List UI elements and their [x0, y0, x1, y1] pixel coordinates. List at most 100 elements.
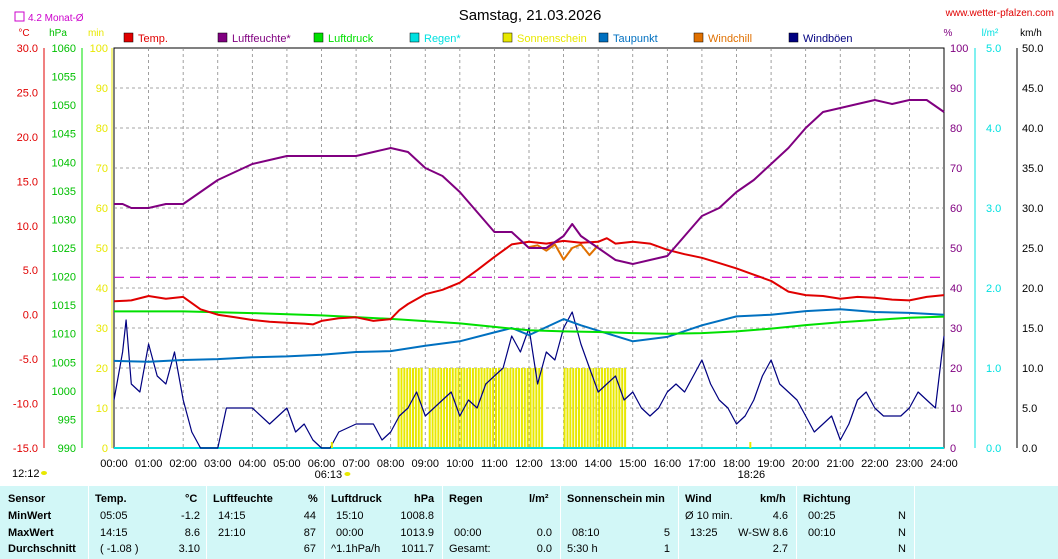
sunshine-bar [440, 368, 443, 448]
sunshine-bar [520, 368, 523, 448]
sunshine-bar [503, 368, 506, 448]
temp-tick-label: 0.0 [23, 310, 38, 322]
rain-tick-label: 0.0 [986, 443, 1001, 455]
wind-tick-label: 45.0 [1022, 83, 1043, 95]
sunshine-bar [535, 368, 538, 448]
series-lines [113, 99, 945, 449]
temp-tick-label: -15.0 [13, 443, 38, 455]
direction-max-value: N [898, 527, 906, 539]
humidity-tick-label: 50 [950, 243, 962, 255]
pressure-tick-label: 1035 [52, 186, 76, 198]
time-tick-label: 09:00 [411, 458, 439, 470]
sunshine-bar [563, 368, 566, 448]
row-label-max: MaxWert [8, 527, 54, 539]
row-label-avg: Durchschnitt [8, 543, 76, 555]
website-link[interactable]: www.wetter-pfalzen.com [945, 8, 1054, 19]
rain-total-label: Gesamt: [449, 543, 491, 555]
sun-tick-label: 50 [96, 243, 108, 255]
temp-max-time: 14:15 [100, 527, 128, 539]
legend-swatch [502, 32, 513, 43]
legend-swatch [598, 32, 609, 43]
legend-label: Luftfeuchte* [232, 33, 291, 45]
direction-min-time: 00:25 [808, 510, 836, 522]
sun-tick-label: 80 [96, 123, 108, 135]
rain-header: Regen [449, 493, 483, 505]
sunshine-bar [486, 368, 489, 448]
wind-tick-label: 30.0 [1022, 203, 1043, 215]
time-tick-label: 17:00 [688, 458, 716, 470]
sunshine-bar [434, 368, 437, 448]
rain-tick-label: 3.0 [986, 203, 1001, 215]
humidity-min-time: 14:15 [218, 510, 246, 522]
sunshine-bar [518, 368, 521, 448]
wind-header-unit: km/h [760, 493, 786, 505]
sunshine-bar [400, 368, 403, 448]
sunshine-bar [471, 368, 474, 448]
axis-ticks: 30.0 25.0 20.0 15.0 10.0 5.0 0.0 -5.0 -10.0 -15.0… [13, 43, 1044, 470]
sun-tick-label: 60 [96, 203, 108, 215]
table-divider [324, 486, 325, 559]
sunshine-bar [403, 368, 406, 448]
sunshine-bar [603, 368, 606, 448]
time-tick-label: 18:00 [723, 458, 751, 470]
sunshine-bar [497, 368, 500, 448]
pressure-avg-value: 1011.7 [401, 543, 434, 555]
sunshine-bar [523, 368, 526, 448]
table-divider [88, 486, 89, 559]
legend-swatch [693, 32, 704, 43]
pressure-max-value: 1013.9 [400, 527, 434, 539]
monthly-avg-swatch [14, 11, 25, 22]
wind-tick-label: 50.0 [1022, 43, 1043, 55]
time-tick-label: 06:00 [308, 458, 336, 470]
temp-tick-label: 15.0 [17, 176, 38, 188]
sunshine-bar [443, 368, 446, 448]
sunrise-icon [344, 472, 351, 476]
temp-tick-label: -5.0 [19, 354, 38, 366]
sun-total-duration: 5:30 h [567, 543, 598, 555]
sunshine-bar [580, 368, 583, 448]
humidity-tick-label: 80 [950, 123, 962, 135]
humidity-avg-value: 67 [303, 543, 316, 555]
time-tick-label: 13:00 [550, 458, 578, 470]
sunshine-bar [583, 368, 586, 448]
sunshine-bar [417, 368, 420, 448]
time-tick-label: 20:00 [792, 458, 820, 470]
pressure-tick-label: 1030 [52, 214, 76, 226]
sunshine-bar [612, 368, 615, 448]
wind-max-value: W-SW 8.6 [738, 527, 788, 539]
humidity-tick-label: 20 [950, 363, 962, 375]
time-tick-label: 15:00 [619, 458, 647, 470]
sun-tick-label: 30 [96, 323, 108, 335]
sun-tick-label: 10 [96, 403, 108, 415]
humidity-unit: % [944, 28, 953, 39]
pressure-tick-label: 1050 [52, 100, 76, 112]
pressure-tick-label: 1040 [52, 157, 76, 169]
sunshine-bar [500, 368, 503, 448]
sunshine-bar [586, 368, 589, 448]
legend-swatch [123, 32, 134, 43]
grid [114, 48, 944, 448]
time-tick-label: 12:00 [515, 458, 543, 470]
sunrise-label: 06:13 [315, 469, 343, 481]
pressure-header-unit: hPa [414, 493, 435, 505]
sunshine-bar [624, 368, 627, 448]
sunshine-bar [538, 368, 541, 448]
temp-tick-label: 5.0 [23, 265, 38, 277]
time-tick-label: 01:00 [135, 458, 163, 470]
sun-avg-value: 1 [663, 543, 670, 555]
wind-unit: km/h [1020, 28, 1042, 39]
sunshine-bar [480, 368, 483, 448]
pressure-tick-label: 1020 [52, 272, 76, 284]
rain-tick-label: 1.0 [986, 363, 1001, 375]
wind-tick-label: 0.0 [1022, 443, 1037, 455]
time-tick-label: 16:00 [654, 458, 682, 470]
sunshine-bar [601, 368, 604, 448]
legend: Temp. Luftfeuchte* Luftdruck Regen* Sonnensc… [123, 32, 853, 45]
time-tick-label: 10:00 [446, 458, 474, 470]
table-divider [206, 486, 207, 559]
temp-unit: °C [18, 28, 29, 39]
moon-icon [41, 471, 47, 475]
legend-swatch [217, 32, 228, 43]
sunshine-bar [420, 368, 423, 448]
row-label-min: MinWert [8, 510, 52, 522]
